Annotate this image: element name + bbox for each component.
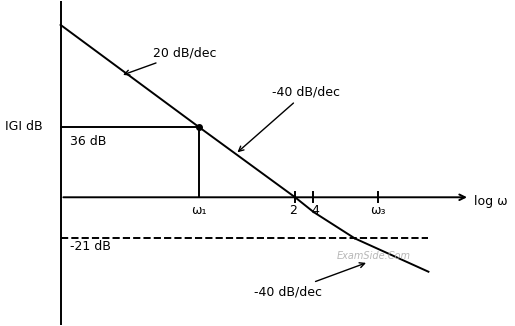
Text: log ω: log ω — [474, 195, 508, 208]
Text: 20 dB/dec: 20 dB/dec — [125, 46, 216, 75]
Text: ω₁: ω₁ — [191, 204, 207, 217]
Text: -21 dB: -21 dB — [70, 240, 111, 253]
Text: 36 dB: 36 dB — [70, 135, 106, 148]
Text: 2: 2 — [289, 204, 297, 217]
Text: -40 dB/dec: -40 dB/dec — [238, 85, 340, 151]
Text: ExamSide.Com: ExamSide.Com — [336, 251, 410, 261]
Text: -40 dB/dec: -40 dB/dec — [254, 263, 365, 298]
Text: 4: 4 — [312, 204, 320, 217]
Text: ω₃: ω₃ — [370, 204, 386, 217]
Text: IGI dB: IGI dB — [5, 120, 42, 133]
